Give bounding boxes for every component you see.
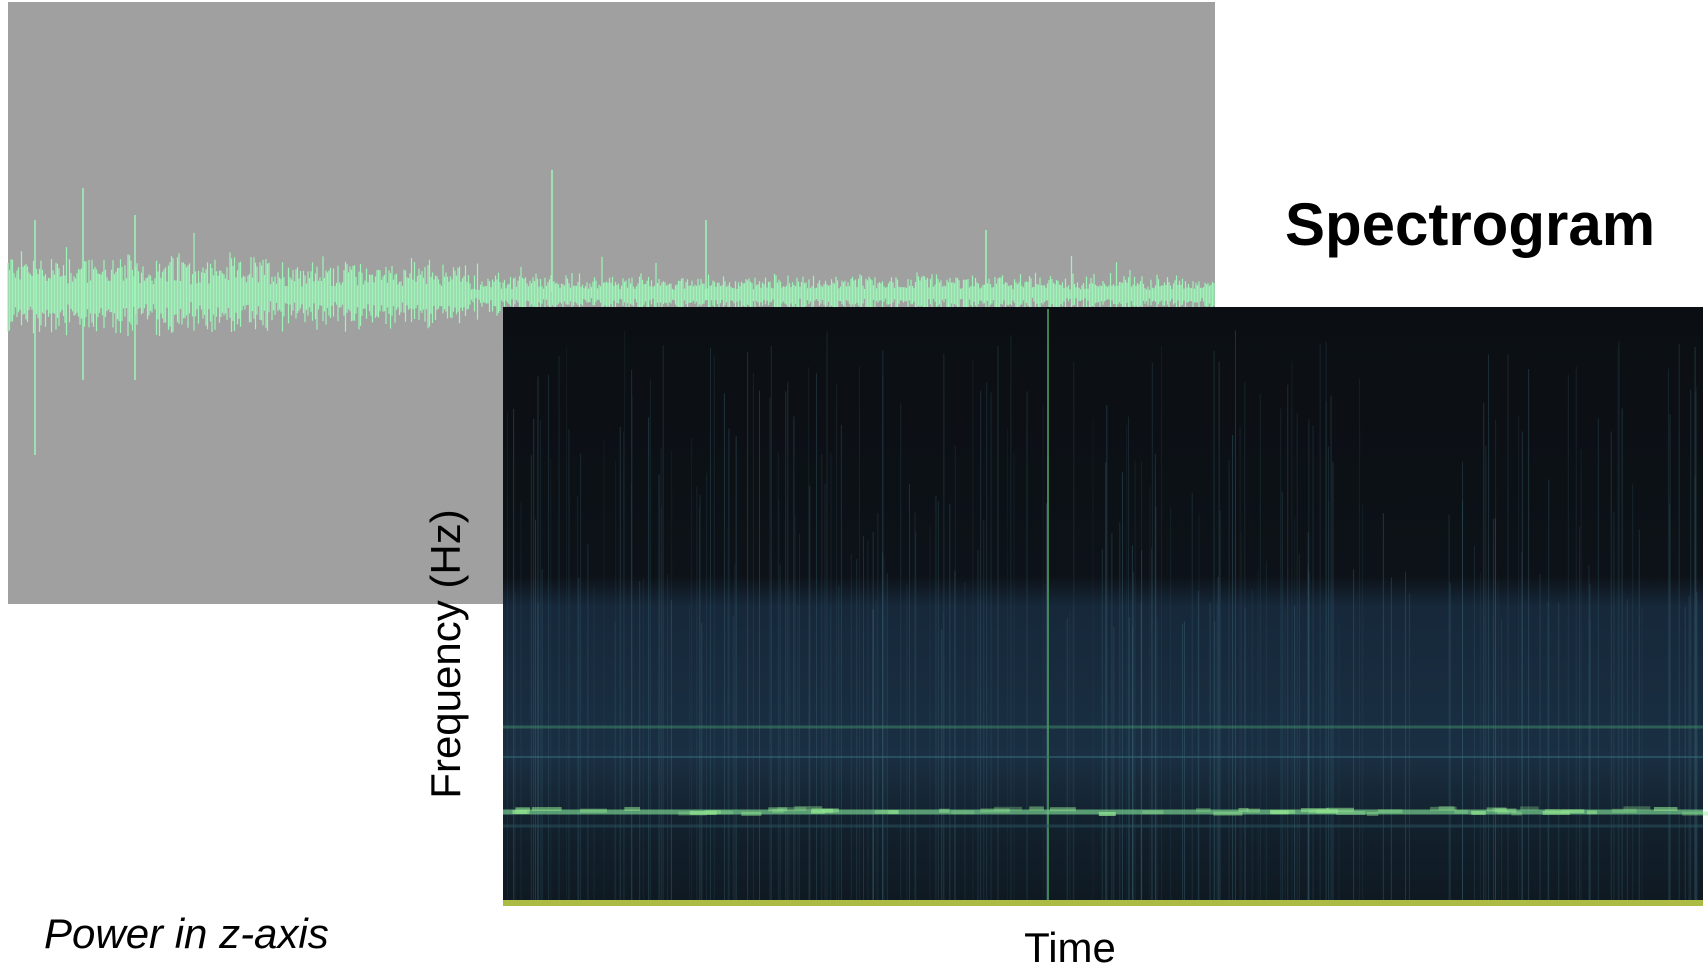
spectrogram-blob <box>939 808 950 813</box>
spectrogram-blob <box>1238 807 1249 812</box>
spectrogram-blob <box>1623 806 1651 811</box>
spectrogram-blob <box>1336 810 1366 815</box>
spectrogram-blob <box>689 810 717 815</box>
spectrogram-blob <box>811 808 839 813</box>
waveform-trace <box>7 232 1215 337</box>
title: Spectrogram <box>1285 191 1655 258</box>
spectrogram-blob <box>1454 809 1468 814</box>
spectrogram-panel <box>503 307 1703 906</box>
spectrogram-blob <box>1653 806 1678 811</box>
spectrogram-blob <box>1049 807 1076 812</box>
spectrogram-blob <box>717 810 734 815</box>
spectrogram-blob <box>1366 811 1379 816</box>
spectrogram-blob <box>1377 809 1403 814</box>
spectrogram-blob <box>1544 809 1560 814</box>
spectrogram-blob <box>1682 811 1708 816</box>
y-axis-label: Frequency (Hz) <box>422 509 469 798</box>
waveform <box>7 170 1215 455</box>
spectrogram-blob <box>1560 809 1585 814</box>
x-axis-label: Time <box>1024 924 1116 971</box>
spectrogram-blob <box>1029 806 1044 811</box>
spectrogram-blob <box>1511 811 1522 816</box>
spectrogram-blob <box>580 808 607 813</box>
spectrogram-blob <box>512 809 530 814</box>
spectrogram-floor <box>503 900 1703 906</box>
spectrogram-blob <box>1497 810 1510 815</box>
spectrogram-blob <box>1586 810 1597 815</box>
spectrogram-blob <box>624 806 641 811</box>
spectrogram-blob <box>874 809 899 814</box>
spectrogram-blob <box>1520 806 1539 811</box>
spectrogram-blob <box>993 806 1023 811</box>
spectrogram-blob <box>810 809 825 814</box>
spectrogram-blob <box>777 807 807 812</box>
spectrogram-blob <box>980 808 1010 813</box>
spectrogram-blob <box>1246 808 1261 813</box>
spectrogram-blob <box>741 811 762 816</box>
caption: Power in z-axis <box>44 910 329 957</box>
spectrogram-blob <box>951 810 975 815</box>
spectrogram-blob <box>888 810 899 815</box>
spectrogram-blob <box>515 807 531 812</box>
spectrogram-blob <box>768 807 788 812</box>
spectrogram-blob <box>1471 810 1486 815</box>
spectrogram-blob <box>1142 810 1164 815</box>
spectrogram <box>503 309 1708 906</box>
spectrogram-blob <box>1492 807 1508 812</box>
spectrogram-blob <box>678 811 707 816</box>
spectrogram-blob <box>794 806 823 811</box>
spectrogram-blob <box>1270 810 1289 815</box>
spectrogram-blob <box>1430 806 1457 811</box>
spectrogram-blob <box>1300 808 1329 813</box>
spectrogram-blob <box>1486 807 1507 812</box>
spectrogram-blob <box>1326 807 1354 812</box>
spectrogram-blob <box>772 808 784 813</box>
spectrogram-blob <box>1438 806 1455 811</box>
spectrogram-blob <box>531 807 562 812</box>
spectrogram-blob <box>1213 811 1243 816</box>
spectrogram-blob <box>1196 808 1211 813</box>
spectrogram-blob <box>1611 808 1637 813</box>
spectrogram-blob <box>1098 811 1116 816</box>
